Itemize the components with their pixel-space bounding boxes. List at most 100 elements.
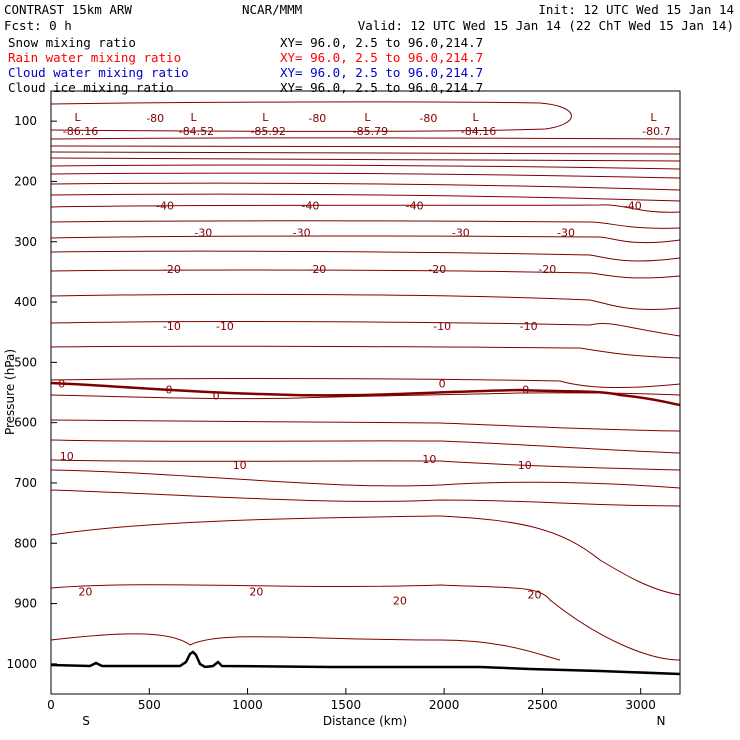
low-value: -85.92 [250, 125, 285, 138]
contour-line [50, 321, 681, 337]
contour-label: -10 [520, 320, 538, 333]
low-value: -85.79 [353, 125, 388, 138]
contour-label: -30 [452, 227, 470, 240]
contour-line [50, 459, 681, 471]
contour-label: 0 [58, 377, 65, 390]
south-label: S [82, 714, 90, 728]
legend-cloud-water-xy: XY= 96.0, 2.5 to 96.0,214.7 [280, 65, 483, 80]
contour-line [50, 204, 681, 213]
y-tick-label: 200 [14, 174, 37, 188]
forecast-hour: Fcst: 0 h [4, 18, 72, 33]
contour-label: -80 [419, 112, 437, 125]
valid-time: Valid: 12 UTC Wed 15 Jan 14 (22 ChT Wed … [358, 18, 734, 33]
x-tick-label: 3000 [625, 698, 656, 712]
legend-snow-xy: XY= 96.0, 2.5 to 96.0,214.7 [280, 35, 483, 50]
contour-label: -20 [538, 263, 556, 276]
x-tick-label: 1500 [331, 698, 362, 712]
y-tick-label: 400 [14, 295, 37, 309]
contour-label: 20 [528, 589, 542, 602]
contour-line [50, 419, 681, 432]
contour-label: -10 [433, 320, 451, 333]
north-label: N [657, 714, 666, 728]
contour-line [50, 489, 681, 507]
contour-line [50, 439, 681, 454]
contour-label: 10 [233, 459, 247, 472]
contour-label: -80 [308, 112, 326, 125]
contour-label: -30 [293, 227, 311, 240]
y-tick-label: 800 [14, 536, 37, 550]
contour-line [50, 584, 681, 661]
contour-label: -10 [216, 320, 234, 333]
contour-label: 0 [522, 383, 529, 396]
low-value: -84.16 [461, 125, 496, 138]
contour-label: -40 [406, 200, 424, 213]
contour-label: 20 [393, 595, 407, 608]
low-marker: L [650, 111, 657, 124]
contour-line [50, 220, 681, 229]
y-tick-label: 100 [14, 114, 37, 128]
low-marker: L [262, 111, 269, 124]
y-tick-label: 600 [14, 416, 37, 430]
x-tick-label: 0 [47, 698, 55, 712]
isotherm-contours: -80 -80 -80 -40 -40 -40 -40 -30 -30 -30 -30 -20 -20 -… [50, 101, 681, 661]
contour-label: 0 [165, 383, 172, 396]
x-axis: 0 500 1000 1500 2000 2500 3000 [47, 688, 656, 712]
contour-line [50, 182, 681, 191]
contour-line [50, 293, 681, 310]
legend-cloud-ice-label: Cloud ice mixing ratio [8, 80, 174, 95]
contour-line [50, 633, 561, 661]
contour-label: -40 [301, 200, 319, 213]
low-marker: L [364, 111, 371, 124]
legend-rain-label: Rain water mixing ratio [8, 50, 181, 65]
y-tick-label: 300 [14, 235, 37, 249]
contour-label: -30 [194, 227, 212, 240]
contour-label: -40 [624, 200, 642, 213]
contour-label: 10 [60, 450, 74, 463]
contour-label: -20 [308, 263, 326, 276]
contour-label: -20 [428, 263, 446, 276]
freezing-level-contour [50, 381, 681, 407]
contour-line [50, 469, 681, 489]
legend-rain-xy: XY= 96.0, 2.5 to 96.0,214.7 [280, 50, 483, 65]
contour-line [50, 145, 681, 148]
model-title: CONTRAST 15km ARW [4, 2, 132, 17]
contour-label: 10 [422, 453, 436, 466]
init-time: Init: 12 UTC Wed 15 Jan 14 [538, 2, 734, 17]
contour-line [50, 157, 681, 162]
contour-line [50, 250, 681, 262]
contour-label: -20 [163, 263, 181, 276]
contour-line [50, 164, 681, 170]
y-tick-label: 700 [14, 476, 37, 490]
contour-label: 20 [78, 585, 92, 598]
contour-line [50, 345, 681, 359]
y-axis-label: Pressure (hPa) [3, 349, 17, 435]
x-tick-label: 500 [138, 698, 161, 712]
contour-label: 0 [439, 377, 446, 390]
contour-line [50, 101, 572, 132]
contour-line [50, 151, 681, 155]
contour-line [50, 235, 681, 244]
low-value: -80.7 [642, 125, 670, 138]
y-tick-label: 1000 [6, 657, 37, 671]
contour-label: 10 [518, 459, 532, 472]
low-marker: L [190, 111, 197, 124]
x-tick-label: 1000 [232, 698, 263, 712]
legend-cloud-ice-xy: XY= 96.0, 2.5 to 96.0,214.7 [280, 80, 483, 95]
contour-label: 20 [249, 585, 263, 598]
contour-label: -80 [146, 112, 164, 125]
plot-frame [50, 90, 681, 695]
y-tick-label: 900 [14, 597, 37, 611]
contour-line [50, 269, 681, 279]
contour-label: -10 [163, 320, 181, 333]
contour-line [50, 377, 681, 389]
contour-line [50, 515, 681, 596]
contour-label: -30 [557, 227, 575, 240]
terrain-line [50, 650, 681, 676]
contour-line [50, 392, 681, 400]
y-axis: 100 200 300 400 500 600 700 800 900 1000 [6, 114, 57, 671]
low-marker: L [74, 111, 81, 124]
contour-label: -40 [156, 200, 174, 213]
legend-snow-label: Snow mixing ratio [8, 35, 136, 50]
low-value: -86.16 [63, 125, 98, 138]
low-marker: L [473, 111, 480, 124]
